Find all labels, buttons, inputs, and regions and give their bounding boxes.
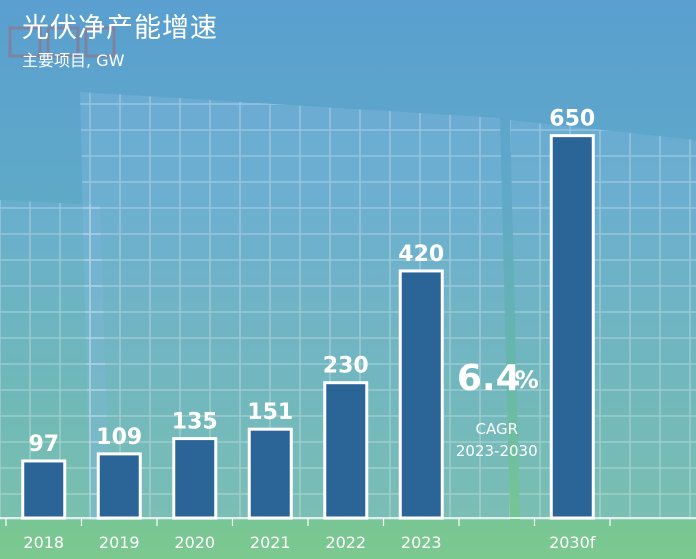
x-tick-label-2020: 2020 [174,533,215,552]
data-label-2018: 97 [28,432,59,457]
x-tick-label-2019: 2019 [99,533,140,552]
bar-2023 [398,269,444,520]
data-label-2023: 420 [398,242,444,267]
x-tick-label-2018: 2018 [23,533,64,552]
chart-title: 光伏净产能增速 [22,13,218,44]
bar-2030f [549,134,595,520]
data-label-2021: 151 [247,400,293,425]
cagr-unit: % [515,366,539,394]
cagr-value: 6.4 [457,358,521,399]
bar-2018 [21,459,67,520]
bar-2022 [323,381,369,520]
x-tick-label-2030f: 2030f [549,533,596,552]
watermark-logo [8,26,116,58]
data-label-2022: 230 [323,354,369,379]
x-tick-label-2022: 2022 [325,533,366,552]
data-label-2020: 135 [172,410,218,435]
bar-2019 [96,452,142,520]
data-label-2019: 109 [96,425,142,450]
cagr-period: 2023-2030 [456,442,538,460]
x-tick-label-2021: 2021 [250,533,291,552]
chart-subtitle: 主要项目, GW [22,51,125,70]
bar-2021 [247,427,293,520]
bar-2020 [172,437,218,520]
x-tick-label-2023: 2023 [401,533,442,552]
cagr-label: CAGR [475,420,518,438]
data-label-2030f: 650 [549,107,595,132]
